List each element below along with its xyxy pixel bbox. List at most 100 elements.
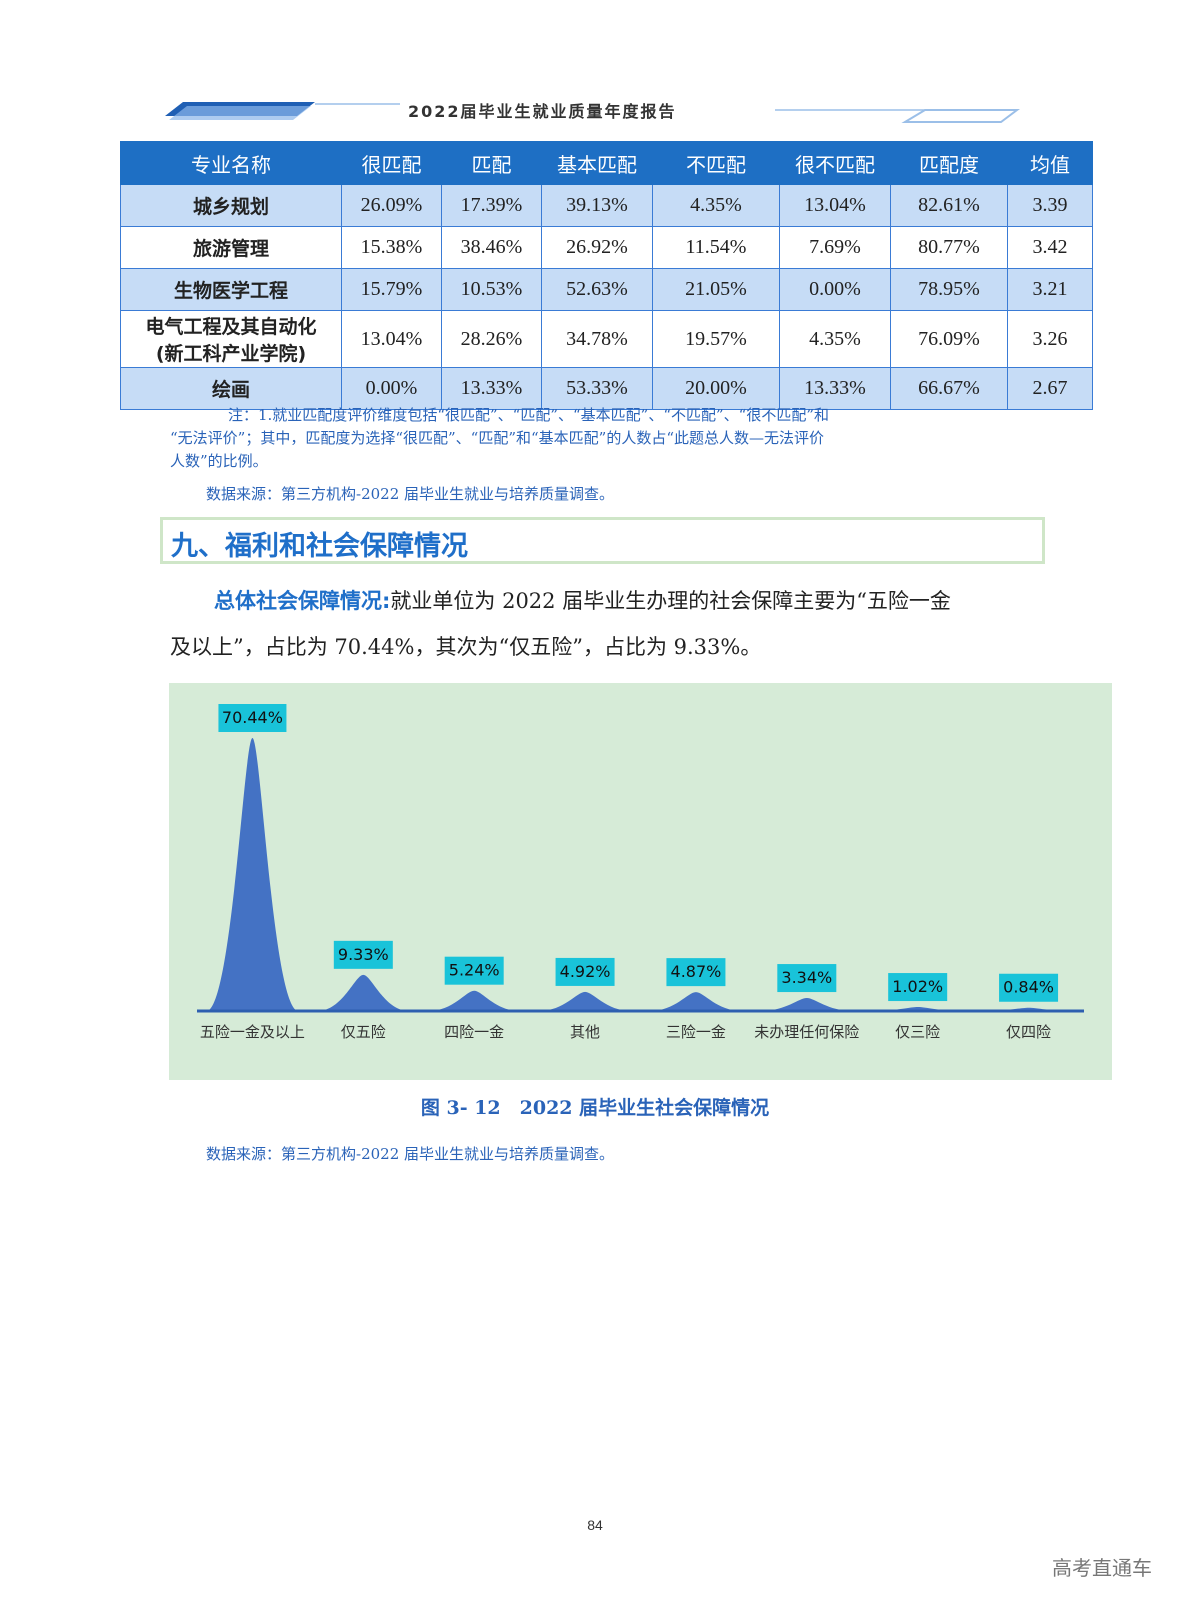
table-cell: 28.26% [441, 310, 542, 368]
data-label: 4.87% [671, 962, 722, 981]
table-cell: 20.00% [652, 367, 780, 410]
table-cell: 0.00% [779, 268, 891, 311]
major-name-line1: 电气工程及其自动化 [145, 316, 317, 338]
major-name-line2: (新工科产业学院) [155, 343, 307, 365]
col-header: 匹配度 [890, 141, 1008, 185]
page-number: 84 [587, 1517, 603, 1533]
table-cell: 26.09% [341, 184, 442, 227]
category-label: 仅四险 [1006, 1023, 1051, 1041]
table-row: 城乡规划 26.09% 17.39% 39.13% 4.35% 13.04% 8… [120, 184, 1093, 227]
table-cell: 4.35% [652, 184, 780, 227]
table-cell: 66.67% [890, 367, 1008, 410]
data-label: 70.44% [222, 708, 283, 727]
section-heading-box: 九、福利和社会保障情况 [160, 517, 1045, 564]
data-label-bg [777, 964, 837, 993]
table-row: 旅游管理 15.38% 38.46% 26.92% 11.54% 7.69% 8… [120, 226, 1093, 269]
data-label-bg [999, 973, 1059, 1002]
major-name: 绘画 [120, 367, 342, 410]
note-line: “无法评价”；其中，匹配度为选择“很匹配”、“匹配”和“基本匹配”的人数占“此题… [170, 429, 825, 447]
category-label: 四险一金 [444, 1023, 504, 1041]
category-label: 未办理任何保险 [754, 1023, 859, 1041]
table-cell: 4.35% [779, 310, 891, 368]
table-cell: 11.54% [652, 226, 780, 269]
major-name: 电气工程及其自动化 (新工科产业学院) [120, 310, 342, 368]
table-row: 绘画 0.00% 13.33% 53.33% 20.00% 13.33% 66.… [120, 367, 1093, 410]
table-cell: 34.78% [541, 310, 653, 368]
figure-caption: 图 3- 12 2022 届毕业生社会保障情况 [420, 1097, 770, 1119]
table-cell: 2.67 [1007, 367, 1093, 410]
chart-peak [649, 992, 742, 1011]
section-title: 九、福利和社会保障情况 [171, 531, 468, 562]
table-cell: 78.95% [890, 268, 1008, 311]
chart-peak [539, 991, 632, 1011]
note-line: 注：1.就业匹配度评价维度包括“很匹配”、“匹配”、“基本匹配”、“不匹配”、“… [228, 406, 829, 424]
table-cell: 13.33% [779, 367, 891, 410]
data-label-bg [444, 956, 504, 985]
col-header: 均值 [1007, 141, 1093, 185]
data-label: 4.92% [560, 962, 611, 981]
data-label: 3.34% [781, 968, 832, 987]
data-label: 9.33% [338, 945, 389, 964]
category-label: 仅三险 [895, 1023, 940, 1041]
data-label-bg [666, 958, 726, 987]
category-label: 其他 [570, 1023, 600, 1041]
body-paragraph: 总体社会保障情况:就业单位为 2022 届毕业生办理的社会保障主要为“五险一金 … [170, 578, 1050, 670]
chart-peak [317, 974, 410, 1011]
col-header: 专业名称 [120, 141, 342, 185]
table-cell: 3.26 [1007, 310, 1093, 368]
chart-peak [206, 738, 299, 1011]
table-cell: 52.63% [541, 268, 653, 311]
table-cell: 0.00% [341, 367, 442, 410]
header-title: 2022届毕业生就业质量年度报告 [408, 102, 677, 121]
table-cell: 76.09% [890, 310, 1008, 368]
table-cell: 13.04% [779, 184, 891, 227]
data-label: 1.02% [892, 977, 943, 996]
table-cell: 15.79% [341, 268, 442, 311]
watermark: 高考直通车 [1052, 1556, 1152, 1580]
table-cell: 53.33% [541, 367, 653, 410]
table-cell: 21.05% [652, 268, 780, 311]
data-label: 0.84% [1003, 978, 1054, 997]
data-label-bg [888, 973, 948, 1002]
table-cell: 82.61% [890, 184, 1008, 227]
table-row: 电气工程及其自动化 (新工科产业学院) 13.04% 28.26% 34.78%… [120, 310, 1093, 368]
major-name: 旅游管理 [120, 226, 342, 269]
header-banner [165, 102, 1020, 123]
table-cell: 15.38% [341, 226, 442, 269]
col-header: 很不匹配 [779, 141, 891, 185]
data-label: 5.24% [449, 961, 500, 980]
paragraph-text: 及以上”，占比为 70.44%，其次为“仅五险”，占比为 9.33%。 [170, 635, 762, 659]
major-name: 城乡规划 [120, 184, 342, 227]
table-cell: 3.21 [1007, 268, 1093, 311]
category-label: 三险一金 [666, 1023, 726, 1041]
table-note: 注：1.就业匹配度评价维度包括“很匹配”、“匹配”、“基本匹配”、“不匹配”、“… [170, 404, 1050, 473]
table-cell: 3.42 [1007, 226, 1093, 269]
col-header: 很匹配 [341, 141, 442, 185]
data-source: 数据来源：第三方机构-2022 届毕业生就业与培养质量调查。 [206, 485, 615, 503]
chart-svg: 70.44% 五险一金及以上 9.33% 仅五险 5.24% 四险一金 4.92% 其他 4.8… [197, 704, 1084, 1041]
table-cell: 3.39 [1007, 184, 1093, 227]
paragraph-lead: 总体社会保障情况: [214, 589, 391, 613]
table-header-row: 专业名称 很匹配 匹配 基本匹配 不匹配 很不匹配 匹配度 均值 [120, 141, 1093, 185]
table-row: 生物医学工程 15.79% 10.53% 52.63% 21.05% 0.00%… [120, 268, 1093, 311]
category-label: 仅五险 [341, 1023, 386, 1041]
major-match-table: 专业名称 很匹配 匹配 基本匹配 不匹配 很不匹配 匹配度 均值 城乡规划 26… [120, 141, 1093, 410]
table-cell: 13.33% [441, 367, 542, 410]
table-cell: 26.92% [541, 226, 653, 269]
major-name: 生物医学工程 [120, 268, 342, 311]
col-header: 匹配 [441, 141, 542, 185]
col-header: 不匹配 [652, 141, 780, 185]
table-cell: 80.77% [890, 226, 1008, 269]
chart-peak [428, 990, 521, 1011]
header-banner-right-shape [901, 109, 1020, 123]
table-cell: 13.04% [341, 310, 442, 368]
data-label-bg [333, 940, 393, 969]
table-cell: 7.69% [779, 226, 891, 269]
data-source: 数据来源：第三方机构-2022 届毕业生就业与培养质量调查。 [206, 1145, 615, 1163]
data-label-bg [218, 704, 287, 732]
data-label-bg [555, 957, 615, 986]
paragraph-text: 就业单位为 2022 届毕业生办理的社会保障主要为“五险一金 [390, 589, 951, 613]
chart-peak [760, 998, 853, 1011]
col-header: 基本匹配 [541, 141, 653, 185]
table-cell: 10.53% [441, 268, 542, 311]
